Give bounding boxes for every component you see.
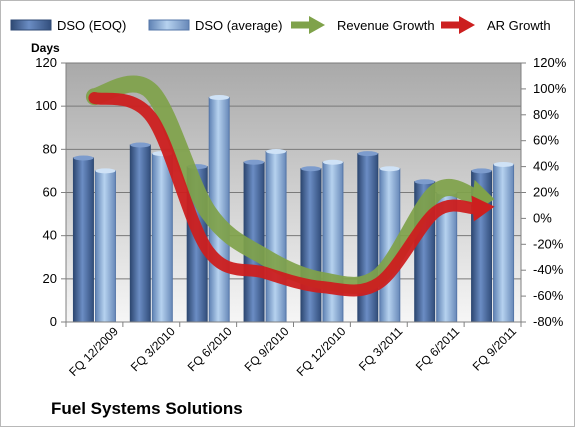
bar-cap [95, 168, 116, 174]
line-revenue-growth [85, 75, 484, 294]
y2-tick-label: 20% [533, 185, 559, 200]
y2-tick-label: -80% [533, 314, 564, 329]
bar-dso-average [493, 163, 515, 323]
x-tick-label: FQ 3/2011 [356, 324, 406, 374]
y-tick-label: 80 [43, 141, 57, 156]
y-tick-label: 100 [35, 98, 57, 113]
y-tick-label: 120 [35, 55, 57, 70]
bar-dso-eoq [357, 153, 379, 323]
y-tick-label: 40 [43, 228, 57, 243]
growth-lines [85, 75, 495, 297]
y2-tick-label: 0% [533, 210, 552, 225]
y2-tick-label: 60% [533, 133, 559, 148]
bar-cap [244, 159, 265, 165]
y2-tick-label: 80% [533, 107, 559, 122]
legend-swatch-arrowhead [459, 16, 475, 34]
y2-tick-label: -60% [533, 288, 564, 303]
y2-tick-label: -20% [533, 236, 564, 251]
legend-label: DSO (EOQ) [57, 18, 126, 33]
company-name: Fuel Systems Solutions [51, 399, 243, 418]
legend-swatch [148, 19, 190, 31]
y2-tick-label: 40% [533, 159, 559, 174]
y-tick-label: 0 [50, 314, 57, 329]
bar-dso-eoq [72, 157, 94, 323]
x-tick-label: FQ 6/2010 [185, 324, 235, 374]
bar-cap [266, 148, 287, 154]
bar-dso-eoq [300, 168, 322, 323]
y-tick-label: 20 [43, 271, 57, 286]
legend-swatch-arrowhead [309, 16, 325, 34]
bar-dso-average [322, 161, 344, 323]
y2-tick-label: 100% [533, 81, 567, 96]
x-tick-label: FQ 12/2010 [294, 324, 349, 379]
bars [72, 95, 515, 323]
bar-dso-average [151, 153, 173, 323]
bar-dso-eoq [129, 144, 151, 323]
y-tick-label: 60 [43, 185, 57, 200]
bar-cap [493, 161, 514, 167]
bar-cap [322, 159, 343, 165]
bar-dso-average [265, 150, 287, 323]
x-tick-label: FQ 3/2010 [128, 324, 178, 374]
legend-label: DSO (average) [195, 18, 282, 33]
bar-cap [209, 95, 230, 101]
bar-cap [357, 151, 378, 157]
x-tick-label: FQ 12/2009 [66, 324, 121, 379]
bar-dso-average [94, 170, 116, 323]
bar-cap [130, 142, 151, 148]
arrowhead-ar-growth [471, 195, 495, 222]
legend: DSO (EOQ) DSO (average) Revenue Growth AR G… [10, 16, 551, 34]
y2-tick-label: -40% [533, 262, 564, 277]
bar-cap [300, 166, 321, 172]
line-ar-growth [88, 91, 481, 297]
bar-cap [73, 155, 94, 161]
bar-cap [471, 168, 492, 174]
y-axis-title: Days [31, 41, 60, 55]
x-tick-label: FQ 9/2010 [242, 324, 292, 374]
bar-cap [414, 179, 435, 185]
bar-cap [379, 166, 400, 172]
legend-label: AR Growth [487, 18, 551, 33]
x-tick-label: FQ 6/2011 [413, 324, 463, 374]
y2-tick-label: 120% [533, 55, 567, 70]
legend-label: Revenue Growth [337, 18, 435, 33]
legend-swatch [10, 19, 52, 31]
x-tick-label: FQ 9/2011 [470, 324, 520, 374]
